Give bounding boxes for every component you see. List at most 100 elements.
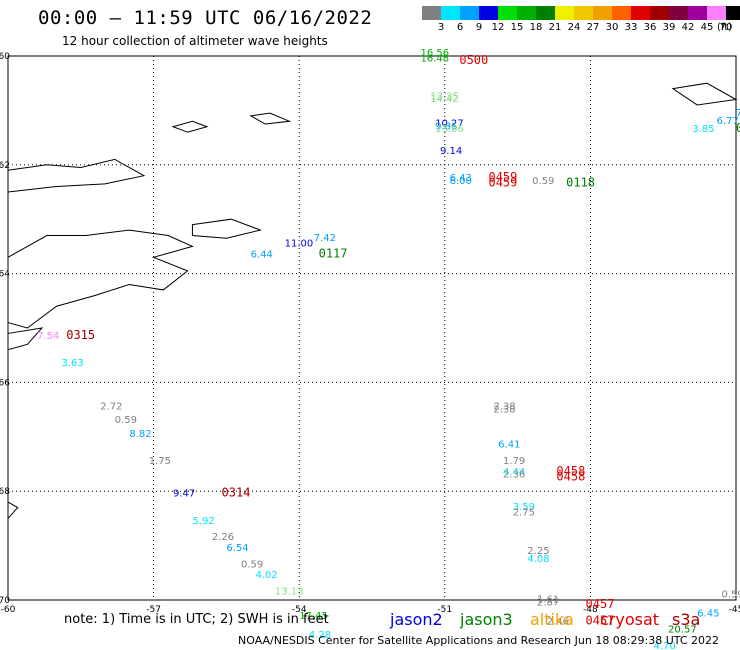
coastline bbox=[191, 218, 263, 239]
x-tick-label: -45 bbox=[729, 605, 740, 615]
swh-label: 6.41 bbox=[498, 440, 520, 451]
colorbar-swatch bbox=[631, 6, 650, 20]
colorbar-swatch bbox=[498, 6, 517, 20]
colorbar-swatch bbox=[460, 6, 479, 20]
swh-label: 3.59 bbox=[513, 502, 535, 513]
swh-label: 7.54 bbox=[37, 331, 59, 342]
colorbar-label: 6 bbox=[456, 22, 464, 33]
colorbar-label: 12 bbox=[491, 22, 505, 33]
colorbar-swatch bbox=[536, 6, 555, 20]
swh-label: 2.36 bbox=[503, 470, 525, 481]
time-label: 01 bbox=[736, 121, 740, 135]
swh-label: 0.59 bbox=[115, 415, 137, 426]
x-tick-label: -48 bbox=[583, 605, 598, 615]
x-tick-label: -51 bbox=[437, 605, 452, 615]
swh-label: 1.75 bbox=[149, 456, 171, 467]
swh-label: 3.63 bbox=[61, 358, 83, 369]
satellite-cryosat: cryosat bbox=[600, 610, 660, 629]
y-tick-label: -60 bbox=[0, 52, 10, 62]
swh-label: 13.86 bbox=[435, 124, 464, 135]
colorbar-swatch bbox=[612, 6, 631, 20]
coastline bbox=[7, 501, 19, 519]
time-label: 0500 bbox=[459, 53, 488, 67]
swh-label: 16.56 bbox=[421, 48, 450, 59]
swh-label: 6.44 bbox=[251, 249, 273, 260]
swh-label: 17.45 bbox=[299, 611, 328, 622]
colorbar-label: 9 bbox=[475, 22, 483, 33]
time-label: 0315 bbox=[66, 328, 95, 342]
coastline bbox=[249, 112, 292, 125]
y-tick-label: -62 bbox=[0, 161, 10, 171]
colorbar-swatch bbox=[422, 6, 441, 20]
colorbar-label: 27 bbox=[586, 22, 600, 33]
swh-label: 10.27 bbox=[435, 119, 464, 130]
swh-label: 0.59 bbox=[721, 589, 740, 600]
colorbar-label: 42 bbox=[681, 22, 695, 33]
chart-title: 00:00 – 11:59 UTC 06/16/2022 bbox=[38, 7, 373, 29]
swh-label: 9.47 bbox=[173, 489, 195, 500]
satellite-jason2: jason2 bbox=[390, 610, 443, 629]
x-tick-label: -57 bbox=[146, 605, 161, 615]
swh-label: 6.77 bbox=[717, 116, 739, 127]
swh-label: 16.48 bbox=[421, 53, 450, 64]
colorbar-label: 15 bbox=[510, 22, 524, 33]
colorbar-swatch bbox=[707, 6, 726, 20]
colorbar-label: 3 bbox=[437, 22, 445, 33]
swh-label: 2.75 bbox=[513, 508, 535, 519]
swh-label: 7.42 bbox=[314, 233, 336, 244]
time-label: 0458 bbox=[556, 469, 585, 483]
swh-label: 2.25 bbox=[527, 546, 549, 557]
colorbar-label: 36 bbox=[643, 22, 657, 33]
y-tick-label: -64 bbox=[0, 270, 10, 280]
x-tick-label: -60 bbox=[1, 605, 16, 615]
coastline bbox=[7, 327, 44, 351]
time-label: 0459 bbox=[488, 170, 517, 184]
swh-label: 4.44 bbox=[503, 467, 525, 478]
swh-label: 13.13 bbox=[275, 587, 304, 598]
swh-label: 2.38 bbox=[493, 404, 515, 415]
colorbar-label: 24 bbox=[567, 22, 581, 33]
colorbar-label: 45 bbox=[700, 22, 714, 33]
swh-label: 4.70 bbox=[653, 641, 675, 650]
swh-label: 14.42 bbox=[430, 94, 459, 105]
colorbar-swatch bbox=[726, 6, 740, 20]
coastline bbox=[7, 229, 194, 329]
satellite-s3a: s3a bbox=[672, 610, 701, 629]
swh-label: 2.87 bbox=[537, 597, 559, 608]
swh-label: 9.14 bbox=[440, 146, 462, 157]
x-tick-label: -54 bbox=[292, 605, 307, 615]
swh-label: 20.57 bbox=[668, 625, 697, 636]
swh-label: 0.59 bbox=[532, 176, 554, 187]
swh-label: 11.00 bbox=[285, 238, 314, 249]
footer-note: note: 1) Time is in UTC; 2) SWH is in fe… bbox=[64, 612, 329, 627]
swh-label: 6.43 bbox=[450, 173, 472, 184]
swh-label: 1.61 bbox=[537, 595, 559, 606]
satellite-altika: altika bbox=[530, 610, 574, 629]
colorbar-label: 39 bbox=[662, 22, 676, 33]
swh-label: 1.79 bbox=[503, 456, 525, 467]
time-label: 0458 bbox=[556, 464, 585, 478]
coastline bbox=[171, 120, 209, 133]
swh-label: 6.54 bbox=[226, 543, 248, 554]
colorbar-swatch bbox=[555, 6, 574, 20]
time-label: 0457 bbox=[586, 613, 615, 627]
colorbar-swatch bbox=[669, 6, 688, 20]
chart-subtitle: 12 hour collection of altimeter wave hei… bbox=[62, 34, 328, 48]
swh-label: 2.38 bbox=[493, 402, 515, 413]
colorbar-swatch bbox=[441, 6, 460, 20]
swh-label: 4.08 bbox=[527, 554, 549, 565]
swh-label: 2.26 bbox=[212, 532, 234, 543]
colorbar-swatch bbox=[650, 6, 669, 20]
swh-label: 2.72 bbox=[100, 402, 122, 413]
colorbar-label: 33 bbox=[624, 22, 638, 33]
colorbar-label: 30 bbox=[605, 22, 619, 33]
swh-label: 4.02 bbox=[256, 570, 278, 581]
swh-label: 13.35 bbox=[430, 92, 459, 103]
colorbar-swatch bbox=[517, 6, 536, 20]
colorbar-swatch bbox=[479, 6, 498, 20]
colorbar-swatch bbox=[593, 6, 612, 20]
y-tick-label: -70 bbox=[0, 596, 10, 606]
time-label: 0118 bbox=[566, 176, 595, 190]
